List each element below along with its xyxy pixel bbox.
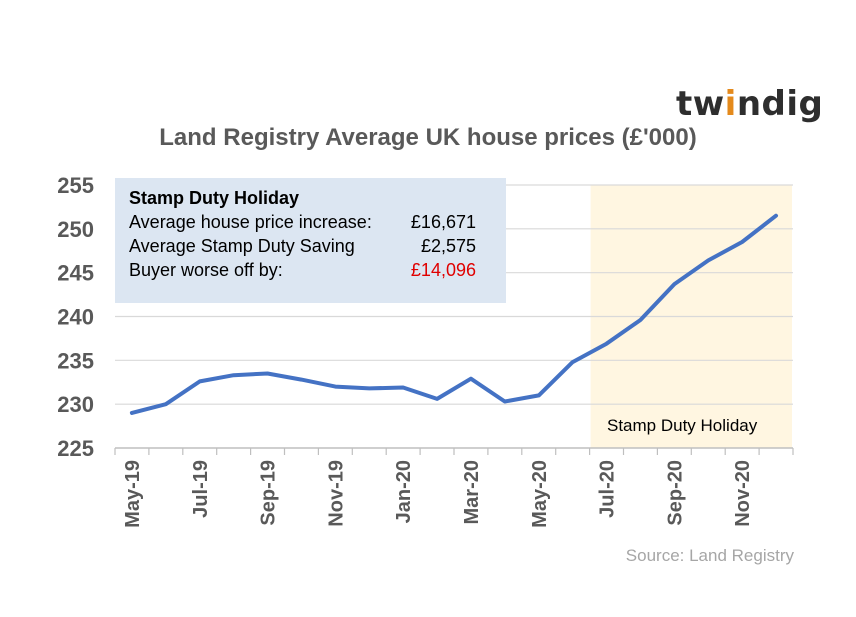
x-tick-label: Jul-20	[597, 460, 619, 518]
x-tick-label: Mar-20	[461, 460, 483, 524]
source-note: Source: Land Registry	[625, 546, 794, 565]
info-value: £14,096	[410, 260, 476, 280]
y-tick-label: 250	[57, 217, 94, 242]
x-tick-label: Nov-20	[732, 460, 754, 527]
info-value: £2,575	[420, 236, 476, 256]
y-tick-label: 235	[57, 348, 94, 373]
x-tick-label: May-20	[529, 460, 551, 528]
info-row-price-increase: Average house price increase: £16,671	[129, 210, 492, 234]
y-tick-label: 245	[57, 261, 94, 286]
y-tick-label: 230	[57, 392, 94, 417]
y-tick-label: 240	[57, 305, 94, 330]
series-line	[129, 213, 778, 415]
info-box-title: Stamp Duty Holiday	[129, 188, 300, 208]
x-tick-label: Nov-19	[325, 460, 347, 527]
info-label: Average house price increase:	[129, 212, 372, 232]
x-tick-label: May-19	[122, 460, 144, 528]
info-row-worse-off: Buyer worse off by: £14,096	[129, 258, 492, 282]
chart-title: Land Registry Average UK house prices (£…	[159, 124, 697, 151]
info-row-stamp-duty-saving: Average Stamp Duty Saving £2,575	[129, 234, 492, 258]
x-tick-label: Jan-20	[393, 460, 415, 523]
x-tick-label: Sep-19	[258, 460, 280, 526]
y-tick-label: 225	[57, 436, 94, 461]
info-label: Buyer worse off by:	[129, 260, 283, 280]
stamp-duty-info-box: Stamp Duty Holiday Average house price i…	[115, 178, 506, 303]
info-label: Average Stamp Duty Saving	[129, 236, 355, 256]
shaded-region-label: Stamp Duty Holiday	[607, 416, 758, 435]
twindig-logo: twindig	[676, 84, 824, 124]
y-tick-label: 255	[57, 173, 94, 198]
info-value: £16,671	[410, 212, 476, 232]
x-tick-label: Jul-19	[190, 460, 212, 518]
x-tick-label: Sep-20	[664, 460, 686, 526]
